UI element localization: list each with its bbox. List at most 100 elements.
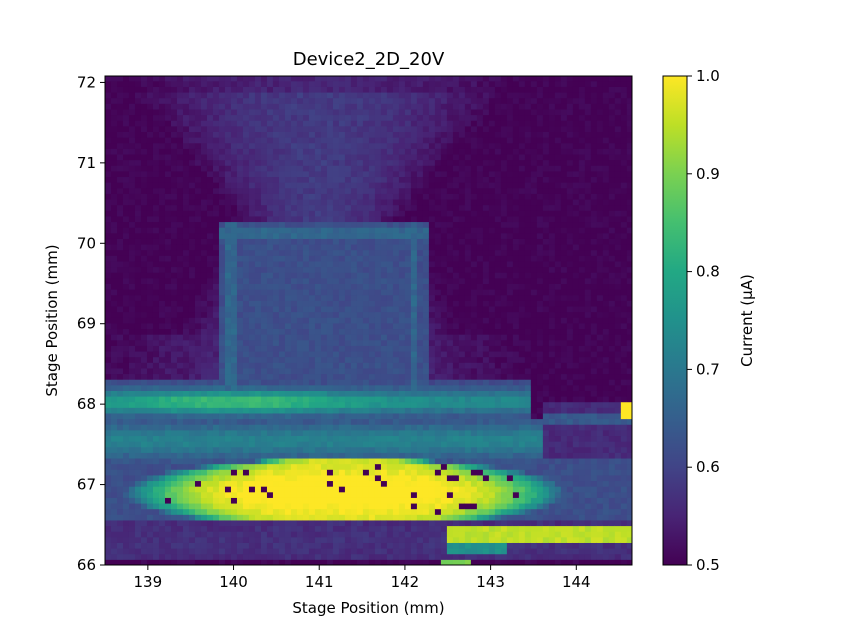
heatmap-cell [224, 519, 232, 527]
heatmap-cell [308, 345, 316, 352]
heatmap-cell [146, 379, 154, 386]
heatmap-cell [434, 232, 442, 239]
heatmap-cell [350, 519, 358, 527]
heatmap-cell [392, 125, 400, 132]
heatmap-cell [314, 424, 322, 431]
heatmap-cell [152, 159, 160, 166]
heatmap-cell [314, 131, 322, 138]
heatmap-cell [356, 424, 364, 431]
heatmap-cell [123, 542, 130, 549]
heatmap-cell [302, 92, 310, 99]
heatmap-cell [440, 424, 448, 431]
heatmap-cell [338, 232, 346, 239]
heatmap-cell [398, 328, 406, 335]
heatmap-cell [314, 328, 322, 335]
heatmap-cell [278, 289, 286, 296]
heatmap-cell [218, 76, 226, 82]
heatmap-cell [278, 199, 286, 206]
heatmap-cell [302, 351, 310, 358]
heatmap-cell [224, 311, 232, 318]
heatmap-cell [344, 215, 352, 223]
heatmap-cell [248, 559, 256, 566]
heatmap-cell [398, 300, 406, 307]
heatmap-cell [374, 272, 382, 279]
heatmap-cell [123, 306, 130, 313]
heatmap-cell [152, 266, 160, 273]
heatmap-cell [200, 277, 208, 284]
heatmap-cell [356, 300, 364, 307]
heatmap-cell [248, 114, 256, 121]
heatmap-cell [158, 508, 166, 515]
heatmap-cell [344, 491, 352, 498]
heatmap-cell [368, 531, 376, 538]
heatmap-cell [398, 238, 406, 245]
heatmap-cell [218, 142, 226, 149]
heatmap-cell [308, 131, 316, 138]
heatmap-cell [164, 114, 172, 121]
heatmap-cell [404, 306, 412, 313]
heatmap-cell [338, 114, 346, 121]
heatmap-cell [206, 536, 214, 543]
heatmap-cell [218, 272, 226, 279]
heatmap-cell [296, 120, 304, 127]
heatmap-cell [236, 238, 244, 245]
heatmap-cell [158, 300, 166, 307]
heatmap-cell [260, 508, 268, 515]
heatmap-cell [392, 187, 400, 194]
heatmap-cell [320, 458, 328, 465]
heatmap-cell [194, 227, 202, 234]
heatmap-cell [338, 165, 346, 172]
heatmap-cell [350, 542, 358, 549]
heatmap-cell [272, 76, 280, 82]
heatmap-cell [374, 80, 382, 87]
heatmap-cell [368, 317, 376, 324]
heatmap-cell [440, 103, 448, 110]
heatmap-cell [111, 424, 118, 431]
heatmap-cell [272, 306, 280, 313]
heatmap-cell [284, 362, 292, 369]
heatmap-cell [140, 221, 148, 228]
heatmap-cell [224, 334, 232, 341]
heatmap-cell [362, 76, 370, 82]
heatmap-cell [117, 199, 124, 206]
heatmap-cell [332, 435, 340, 442]
heatmap-cell [236, 97, 244, 104]
heatmap-cell [290, 519, 298, 527]
heatmap-cell [242, 480, 250, 487]
heatmap-cell [224, 345, 232, 352]
heatmap-cell [254, 463, 262, 470]
heatmap-cell [206, 165, 214, 172]
heatmap-cell [152, 199, 160, 206]
heatmap-cell [272, 249, 280, 256]
heatmap-cell [314, 221, 322, 228]
heatmap-cell [440, 86, 448, 93]
heatmap-cell [410, 244, 418, 251]
heatmap-cell [422, 531, 430, 538]
heatmap-cell [134, 255, 142, 262]
heatmap-cell [398, 418, 406, 425]
heatmap-cell [158, 294, 166, 301]
heatmap-cell [302, 215, 310, 223]
heatmap-cell [134, 458, 142, 465]
heatmap-cell [194, 272, 202, 279]
heatmap-cell [230, 204, 238, 211]
heatmap-cell [350, 92, 358, 99]
heatmap-cell [386, 277, 394, 284]
heatmap-cell [272, 165, 280, 172]
heatmap-cell [422, 345, 430, 352]
heatmap-cell [146, 548, 154, 555]
heatmap-cell [200, 170, 208, 178]
heatmap-cell [272, 356, 280, 363]
heatmap-cell [164, 401, 172, 408]
heatmap-cell [380, 559, 388, 566]
heatmap-cell [284, 317, 292, 324]
heatmap-cell [290, 76, 298, 82]
heatmap-cell [158, 463, 166, 470]
heatmap-cell [410, 497, 418, 504]
heatmap-cell [188, 210, 196, 217]
heatmap-cell [416, 351, 424, 358]
heatmap-cell [212, 154, 220, 161]
heatmap-cell [440, 401, 448, 408]
heatmap-cell [344, 412, 352, 420]
heatmap-cell [404, 373, 412, 380]
